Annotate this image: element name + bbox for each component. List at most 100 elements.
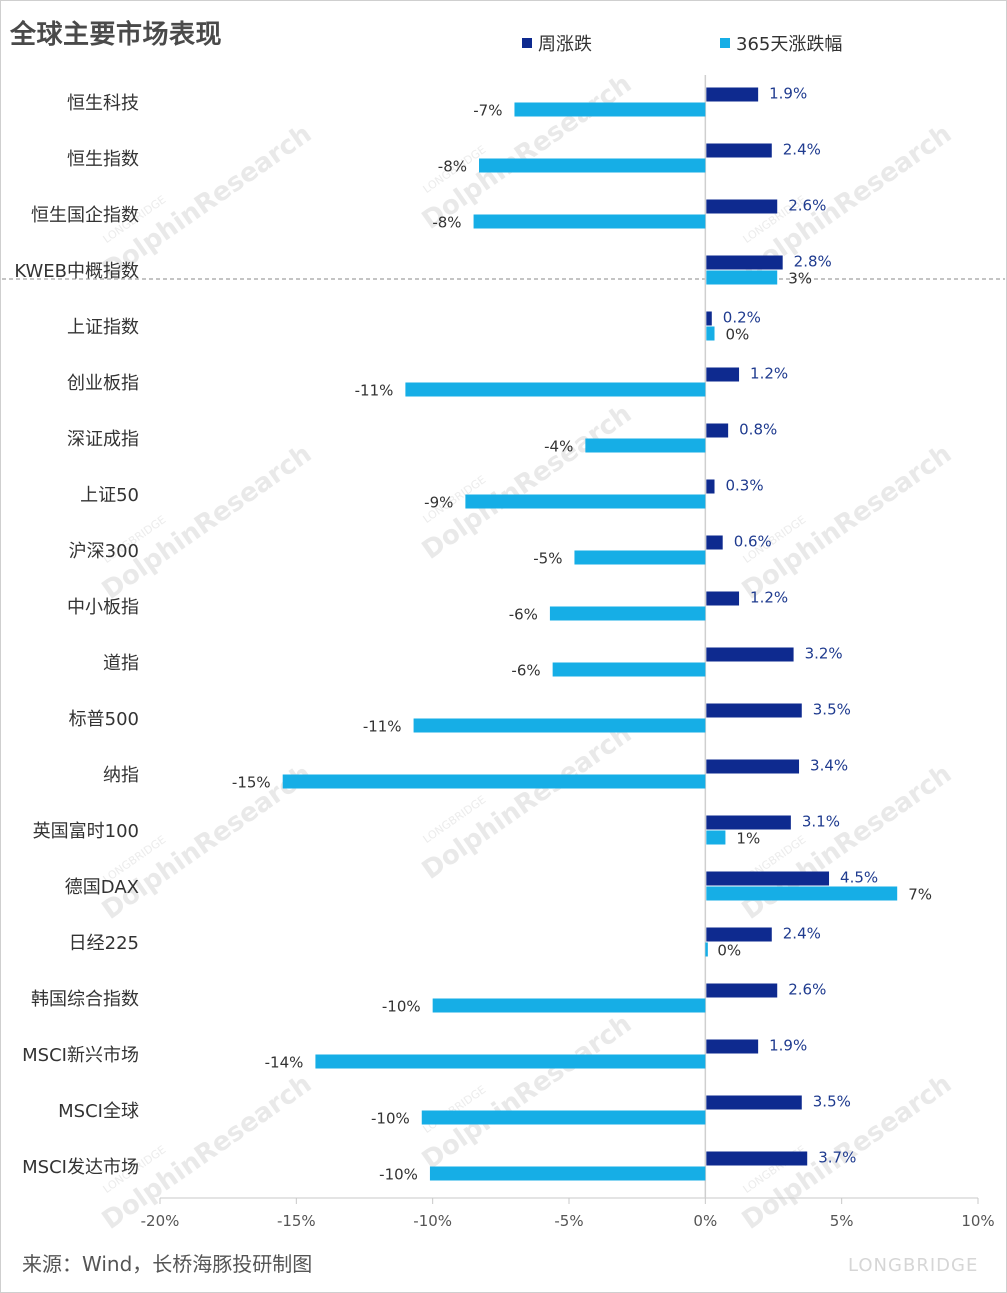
category-label: 中小板指 [67, 597, 139, 618]
data-label-weekly: 0.6% [734, 533, 772, 551]
bar-annual [706, 270, 778, 285]
x-tick-label: 10% [961, 1212, 994, 1230]
bar-annual [432, 998, 706, 1013]
legend-swatch-weekly [522, 38, 532, 48]
category-label: 恒生科技 [67, 93, 139, 114]
bar-annual [473, 214, 706, 229]
watermark-text: DolphinResearch [97, 1069, 317, 1236]
data-label-annual: -10% [382, 998, 421, 1016]
data-label-annual: -7% [473, 102, 502, 120]
data-label-weekly: 3.5% [813, 1093, 851, 1111]
data-label-weekly: 2.4% [783, 925, 821, 943]
data-label-weekly: 1.9% [769, 1037, 807, 1055]
category-label: 德国DAX [65, 877, 139, 898]
data-label-annual: -8% [438, 158, 467, 176]
watermark-text: DolphinResearch [737, 439, 957, 606]
data-label-annual: -8% [432, 214, 461, 232]
data-label-annual: -9% [424, 494, 453, 512]
category-label: 道指 [103, 653, 139, 674]
x-tick-label: 5% [830, 1212, 854, 1230]
bar-weekly [706, 367, 740, 382]
data-label-weekly: 2.6% [788, 197, 826, 215]
bar-weekly [706, 87, 759, 102]
data-label-weekly: 1.9% [769, 85, 807, 103]
data-label-weekly: 2.6% [788, 981, 826, 999]
bar-annual [706, 326, 715, 341]
watermark-text: DolphinResearch [417, 719, 637, 886]
bar-weekly [706, 479, 715, 494]
category-label: KWEB中概指数 [14, 261, 139, 282]
bar-annual [282, 774, 706, 789]
legend-swatch-annual [720, 38, 730, 48]
chart-title: 全球主要市场表现 [10, 20, 223, 50]
bar-weekly [706, 199, 778, 214]
bar-weekly [706, 535, 723, 550]
bar-weekly [706, 1039, 759, 1054]
brand-logo: LONGBRIDGE [848, 1255, 979, 1276]
legend-label-annual: 365天涨跌幅 [736, 34, 843, 55]
bar-annual [552, 662, 706, 677]
bar-annual [705, 942, 708, 957]
data-label-weekly: 0.8% [739, 421, 777, 439]
data-label-annual: 3% [788, 270, 812, 288]
bar-weekly [706, 815, 791, 830]
data-label-annual: -11% [355, 382, 394, 400]
data-label-annual: -10% [371, 1110, 410, 1128]
watermark-text: DolphinResearch [97, 439, 317, 606]
category-label: 标普500 [69, 709, 139, 730]
data-label-weekly: 1.2% [750, 365, 788, 383]
data-label-annual: 0% [717, 942, 741, 960]
bar-annual [574, 550, 706, 565]
category-label: 创业板指 [67, 373, 139, 394]
bar-weekly [706, 1151, 808, 1166]
data-label-annual: -10% [379, 1166, 418, 1184]
bar-weekly [706, 759, 800, 774]
watermark-text: DolphinResearch [417, 69, 637, 236]
bar-weekly [706, 927, 772, 942]
category-label: 沪深300 [69, 541, 139, 562]
data-label-weekly: 0.2% [723, 309, 761, 327]
watermark-text: DolphinResearch [417, 1009, 637, 1176]
data-label-weekly: 3.7% [818, 1149, 856, 1167]
bar-annual [421, 1110, 706, 1125]
data-label-weekly: 1.2% [750, 589, 788, 607]
data-label-annual: -6% [509, 606, 538, 624]
bar-annual [429, 1166, 706, 1181]
x-tick-label: 0% [693, 1212, 717, 1230]
bar-weekly [706, 647, 794, 662]
bar-weekly [706, 423, 729, 438]
data-label-annual: 1% [736, 830, 760, 848]
bar-annual [405, 382, 706, 397]
source-note: 来源：Wind，长桥海豚投研制图 [22, 1252, 313, 1276]
data-label-weekly: 0.3% [726, 477, 764, 495]
category-label: 深证成指 [67, 429, 139, 450]
x-tick-label: -10% [413, 1212, 452, 1230]
category-label: MSCI新兴市场 [22, 1045, 139, 1066]
data-label-weekly: 3.5% [813, 701, 851, 719]
data-label-annual: -15% [232, 774, 271, 792]
category-label: 上证指数 [67, 317, 139, 338]
bar-annual [465, 494, 706, 509]
bar-weekly [706, 255, 783, 270]
bar-annual [315, 1054, 706, 1069]
data-label-weekly: 3.2% [805, 645, 843, 663]
bar-annual [706, 886, 898, 901]
data-label-annual: -14% [265, 1054, 304, 1072]
x-tick-label: -15% [277, 1212, 316, 1230]
data-label-annual: -11% [363, 718, 402, 736]
data-label-annual: 7% [908, 886, 932, 904]
data-label-weekly: 2.8% [794, 253, 832, 271]
data-label-annual: 0% [726, 326, 750, 344]
x-tick-label: -5% [554, 1212, 583, 1230]
category-label: MSCI发达市场 [22, 1157, 139, 1178]
bar-annual [413, 718, 706, 733]
bar-annual [549, 606, 706, 621]
x-tick-label: -20% [141, 1212, 180, 1230]
category-label: 恒生指数 [67, 149, 139, 170]
data-label-weekly: 4.5% [840, 869, 878, 887]
category-label: 韩国综合指数 [31, 989, 139, 1010]
category-label: 恒生国企指数 [31, 205, 139, 226]
bar-annual [585, 438, 706, 453]
bar-annual [514, 102, 706, 117]
